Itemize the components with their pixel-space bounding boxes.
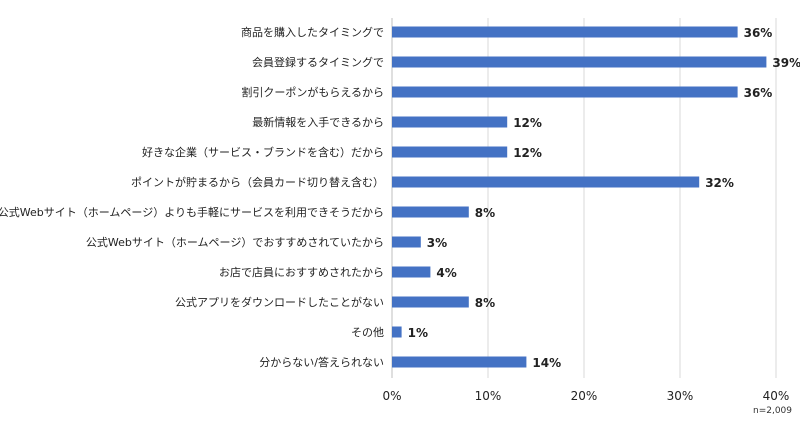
category-label: 好きな企業（サービス・ブランドを含む）だから (142, 145, 384, 159)
bar (392, 176, 700, 188)
bar (392, 86, 738, 98)
bar (392, 206, 469, 218)
category-label: 公式Webサイト（ホームページ）でおすすめされていたから (86, 236, 384, 249)
bar (392, 116, 508, 128)
category-label: 公式アプリをダウンロードしたことがない (175, 295, 384, 309)
data-label: 39% (772, 56, 800, 70)
data-label: 14% (532, 356, 561, 370)
x-tick-label: 30% (667, 389, 694, 403)
category-label: お店で店員におすすめされたから (219, 265, 384, 279)
data-label: 36% (744, 86, 773, 100)
data-label: 36% (744, 26, 773, 40)
category-label: 会員登録するタイミングで (252, 55, 384, 69)
data-label: 8% (475, 296, 495, 310)
bar (392, 146, 508, 158)
category-label: ポイントが貯まるから（会員カード切り替え含む） (131, 175, 384, 189)
data-label: 32% (705, 176, 734, 190)
category-label: その他 (351, 326, 384, 339)
bar (392, 296, 469, 308)
category-label: 商品を購入したタイミングで (241, 25, 384, 39)
data-label: 12% (513, 146, 542, 160)
data-label: 8% (475, 206, 495, 220)
x-tick-label: 20% (571, 389, 598, 403)
x-tick-label: 40% (763, 389, 790, 403)
bar (392, 26, 738, 38)
data-label: 1% (408, 326, 428, 340)
bar (392, 266, 431, 278)
sample-size-note: n=2,009 (752, 406, 792, 416)
category-label: 公式Webサイト（ホームページ）よりも手軽にサービスを利用できそうだから (0, 205, 384, 219)
category-label: 割引クーポンがもらえるから (241, 85, 384, 99)
x-tick-label: 0% (382, 389, 401, 403)
bar (392, 326, 402, 338)
x-tick-label: 10% (475, 389, 502, 403)
bar (392, 236, 421, 248)
bar (392, 56, 767, 68)
category-label: 最新情報を入手できるから (252, 115, 384, 129)
category-label: 分からない/答えられない (259, 355, 384, 369)
bar (392, 356, 527, 368)
data-label: 3% (427, 236, 447, 250)
data-label: 4% (436, 266, 456, 280)
data-label: 12% (513, 116, 542, 130)
